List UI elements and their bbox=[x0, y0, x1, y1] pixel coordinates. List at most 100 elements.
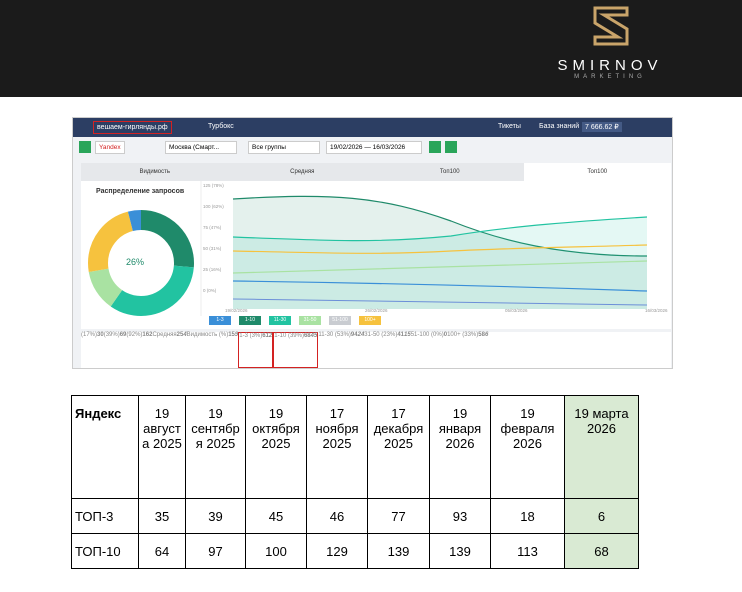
stat-value: 69 bbox=[119, 332, 127, 338]
dates[interactable]: 19/02/2026 — 16/03/2026 bbox=[326, 141, 422, 154]
x-label: 19/02/2026 bbox=[225, 308, 248, 313]
stat-label: (39%) bbox=[103, 332, 120, 338]
axis-label: 25 (16%) bbox=[203, 267, 222, 272]
cell: 139 bbox=[367, 533, 430, 569]
stat-delta: 24 bbox=[357, 332, 365, 338]
stat-value: 612 bbox=[262, 333, 273, 339]
stat-delta: 12 bbox=[265, 333, 273, 339]
legend-button[interactable]: 31-50 bbox=[299, 316, 321, 325]
x-label: 26/02/2026 bbox=[365, 308, 388, 313]
stat-value: 159 bbox=[228, 332, 239, 338]
stat-value: 162 bbox=[142, 332, 153, 338]
stat-label: Видимость (%) bbox=[186, 332, 229, 338]
brand-name: SMIRNOV bbox=[557, 57, 663, 74]
region[interactable]: Москва (Смарт... bbox=[165, 141, 237, 154]
header-cell: Яндекс bbox=[71, 395, 139, 499]
cell: 46 bbox=[306, 498, 368, 534]
stat-value: 9424 bbox=[350, 332, 365, 338]
stat-delta: 45 bbox=[310, 333, 318, 339]
header-cell: 19 марта 2026 bbox=[564, 395, 639, 499]
tickets: Тикеты bbox=[498, 123, 521, 130]
stats: (17%)30 (39%)69 (92%)162 Средняя254 Видимост… bbox=[81, 332, 671, 368]
legend-button[interactable]: 1-10 bbox=[239, 316, 261, 325]
stat: 31-50 (23%)4115 bbox=[364, 332, 410, 368]
header-cell: 19 января 2026 bbox=[429, 395, 491, 499]
stat-delta: 4 bbox=[183, 332, 187, 338]
cell: ТОП-3 bbox=[71, 498, 139, 534]
turbo: Турбокс bbox=[208, 123, 234, 130]
table: Яндекс 19 августа 2025 19 сентября 2025 19 … bbox=[71, 395, 639, 569]
cell: 35 bbox=[138, 498, 186, 534]
cell: ТОП-10 bbox=[71, 533, 139, 569]
donut-title: Распределение запросов bbox=[96, 188, 185, 195]
cell: 93 bbox=[429, 498, 491, 534]
cell: 6 bbox=[564, 498, 639, 534]
cell: 100 bbox=[245, 533, 307, 569]
stat-delta: 6 bbox=[484, 332, 489, 338]
stat: Средняя254 bbox=[152, 332, 186, 368]
cell: 113 bbox=[490, 533, 565, 569]
axis-label: 125 (78%) bbox=[203, 183, 224, 188]
legend-button[interactable]: 1-3 bbox=[209, 316, 231, 325]
stat-label: 1-3 (3%) bbox=[239, 333, 263, 339]
row: ТОП-10 64 97 100 129 139 139 113 68 bbox=[71, 533, 639, 569]
legend-button[interactable]: 100+ bbox=[359, 316, 381, 325]
stat-value: 586 bbox=[478, 332, 489, 338]
stat-delta: 15 bbox=[404, 332, 411, 338]
stat-value: 30 bbox=[97, 332, 104, 338]
cell: 77 bbox=[367, 498, 430, 534]
stat: (17%)30 bbox=[81, 332, 104, 368]
stat: 1-3 (3%)612 bbox=[238, 332, 274, 368]
row: ТОП-3 35 39 45 46 77 93 18 6 bbox=[71, 498, 639, 534]
graphics bbox=[88, 181, 648, 316]
cell: 18 bbox=[490, 498, 565, 534]
stat-label: (92%) bbox=[126, 332, 143, 338]
group[interactable]: Все группы bbox=[248, 141, 320, 154]
cell: 129 bbox=[306, 533, 368, 569]
tab: Видимость bbox=[81, 163, 229, 181]
stat-value: 4115 bbox=[397, 332, 411, 338]
stat-value: 254 bbox=[176, 332, 187, 338]
header-cell: 19 августа 2025 bbox=[138, 395, 186, 499]
stat: 100+ (33%)586 bbox=[447, 332, 488, 368]
toolbar: Yandex Москва (Смарт... Все группы 19/02… bbox=[73, 139, 672, 157]
stat: 51-100 (0%)0 bbox=[411, 332, 447, 368]
stat-label: 31-50 (23%) bbox=[364, 332, 398, 338]
brand-tagline: MARKETING bbox=[574, 74, 646, 80]
axis-label: 100 (62%) bbox=[203, 204, 224, 209]
kb: База знаний bbox=[539, 123, 580, 130]
stat-value: 6845 bbox=[303, 333, 318, 339]
legend-button[interactable]: 11-30 bbox=[269, 316, 291, 325]
header-cell: 19 сентября 2025 bbox=[185, 395, 246, 499]
logo bbox=[593, 6, 629, 46]
tab: Топ100 bbox=[376, 163, 524, 181]
stat-label: 11-30 (53%) bbox=[318, 332, 351, 338]
engine[interactable]: Yandex bbox=[95, 141, 125, 154]
donut-center: 26% bbox=[126, 257, 145, 267]
cell: 139 bbox=[429, 533, 491, 569]
navbar: вешаем-гирлянды.рф Турбокс Тикеты База з… bbox=[73, 118, 672, 137]
x-label: 16/03/2026 bbox=[645, 308, 668, 313]
header-cell: 19 октября 2025 bbox=[245, 395, 307, 499]
axis-label: 50 (31%) bbox=[203, 246, 222, 251]
legend-button[interactable]: 51-100 bbox=[329, 316, 351, 325]
stat: Видимость (%)159 bbox=[187, 332, 239, 368]
header-cell: 19 февраля 2026 bbox=[490, 395, 565, 499]
cell: 45 bbox=[245, 498, 307, 534]
chart-panel: Распределение запросов 26% 125 (78%) 100 … bbox=[81, 181, 671, 329]
screenshot: вешаем-гирлянды.рф Турбокс Тикеты База з… bbox=[72, 117, 673, 369]
cell: 64 bbox=[138, 533, 186, 569]
stat: (39%)69 bbox=[104, 332, 127, 368]
stat-label: Средняя bbox=[152, 332, 177, 338]
stat-label: (17%) bbox=[81, 332, 98, 338]
header-row: Яндекс 19 августа 2025 19 сентября 2025 19 … bbox=[71, 395, 639, 499]
axis-label: 0 (0%) bbox=[203, 288, 217, 293]
axis-label: 75 (47%) bbox=[203, 225, 222, 230]
x-label: 05/03/2026 bbox=[505, 308, 528, 313]
stat-delta: 9 bbox=[234, 332, 239, 338]
header-cell: 17 декабря 2025 bbox=[367, 395, 430, 499]
stat-label: 51-100 (0%) bbox=[410, 332, 444, 338]
stat: 1-10 (39%)6845 bbox=[273, 332, 319, 368]
legend: 1-3 1-10 11-30 31-50 51-100 100+ bbox=[209, 316, 381, 325]
